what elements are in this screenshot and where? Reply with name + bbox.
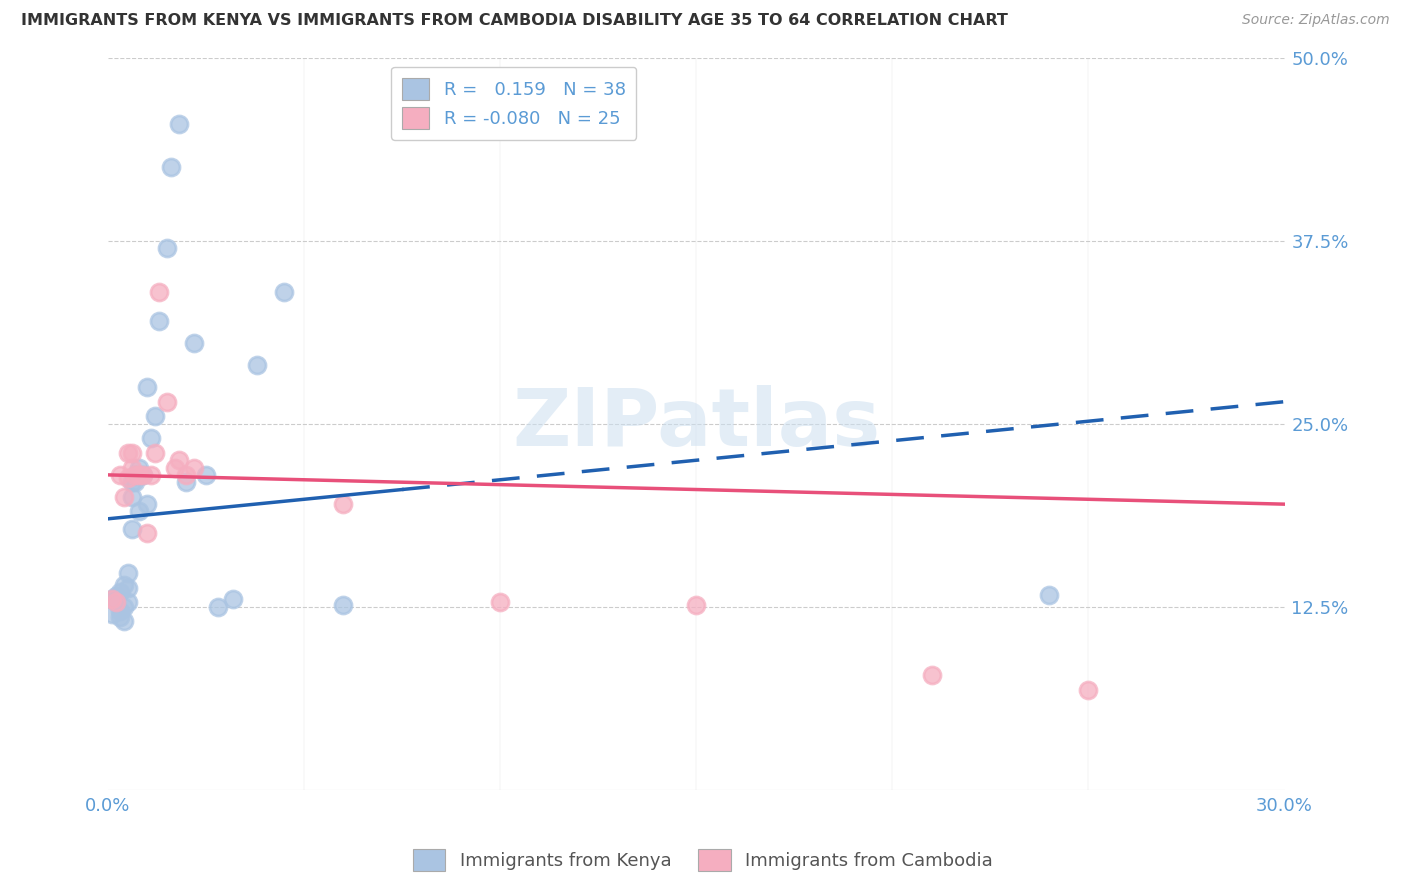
Point <box>148 285 170 299</box>
Point <box>108 610 131 624</box>
Point <box>108 467 131 482</box>
Legend: Immigrants from Kenya, Immigrants from Cambodia: Immigrants from Kenya, Immigrants from C… <box>405 842 1001 879</box>
Point <box>148 314 170 328</box>
Point <box>117 471 139 485</box>
Point <box>101 592 124 607</box>
Point <box>921 668 943 682</box>
Point <box>132 467 155 482</box>
Point <box>159 161 181 175</box>
Point <box>104 590 127 604</box>
Point <box>163 460 186 475</box>
Point <box>104 595 127 609</box>
Point <box>117 446 139 460</box>
Point <box>121 475 143 490</box>
Point <box>121 490 143 504</box>
Point <box>112 490 135 504</box>
Point <box>101 592 124 607</box>
Point <box>1077 683 1099 698</box>
Point <box>121 460 143 475</box>
Point <box>167 453 190 467</box>
Point <box>183 336 205 351</box>
Point <box>222 592 245 607</box>
Point <box>117 595 139 609</box>
Point <box>143 446 166 460</box>
Point <box>128 467 150 482</box>
Point <box>108 585 131 599</box>
Point <box>332 598 354 612</box>
Point <box>156 394 179 409</box>
Point <box>124 467 146 482</box>
Point <box>101 607 124 621</box>
Point <box>176 475 198 490</box>
Point <box>139 431 162 445</box>
Text: IMMIGRANTS FROM KENYA VS IMMIGRANTS FROM CAMBODIA DISABILITY AGE 35 TO 64 CORREL: IMMIGRANTS FROM KENYA VS IMMIGRANTS FROM… <box>21 13 1008 29</box>
Point <box>112 614 135 628</box>
Legend: R =   0.159   N = 38, R = -0.080   N = 25: R = 0.159 N = 38, R = -0.080 N = 25 <box>391 67 637 140</box>
Point <box>176 467 198 482</box>
Point <box>195 467 218 482</box>
Text: Source: ZipAtlas.com: Source: ZipAtlas.com <box>1241 13 1389 28</box>
Point <box>117 566 139 580</box>
Point <box>124 475 146 490</box>
Point <box>136 526 159 541</box>
Point <box>136 380 159 394</box>
Point <box>121 446 143 460</box>
Point <box>128 460 150 475</box>
Point <box>207 599 229 614</box>
Point <box>143 409 166 424</box>
Point <box>128 504 150 518</box>
Point <box>132 467 155 482</box>
Text: ZIPatlas: ZIPatlas <box>512 384 880 463</box>
Point <box>167 117 190 131</box>
Point <box>685 598 707 612</box>
Point <box>246 358 269 372</box>
Point <box>183 460 205 475</box>
Point <box>121 522 143 536</box>
Point <box>112 599 135 614</box>
Point <box>124 467 146 482</box>
Point <box>489 595 512 609</box>
Point <box>104 595 127 609</box>
Point <box>136 497 159 511</box>
Point <box>1038 588 1060 602</box>
Point <box>139 467 162 482</box>
Point <box>273 285 295 299</box>
Point <box>108 604 131 618</box>
Point <box>332 497 354 511</box>
Point <box>117 581 139 595</box>
Point <box>112 577 135 591</box>
Point <box>156 241 179 255</box>
